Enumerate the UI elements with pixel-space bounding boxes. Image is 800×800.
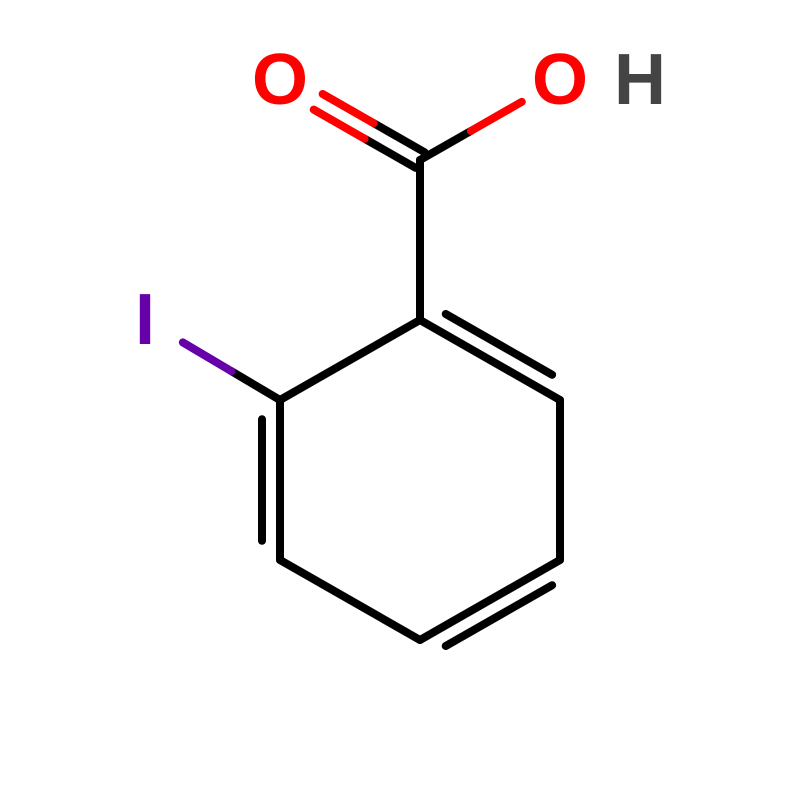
- bond: [280, 320, 420, 400]
- bond: [280, 560, 420, 640]
- molecule-diagram: OOHI: [0, 0, 800, 800]
- atom-label-O1: O: [252, 40, 308, 120]
- bond-half: [471, 102, 522, 131]
- bond: [420, 560, 560, 640]
- atom-label-I1: I: [135, 280, 155, 360]
- atom-label-H2: H: [614, 40, 666, 120]
- atom-label-O2: O: [532, 40, 588, 120]
- bond: [420, 320, 560, 400]
- bond-half: [183, 342, 232, 371]
- bond-half: [231, 371, 280, 400]
- bond-half: [420, 131, 471, 160]
